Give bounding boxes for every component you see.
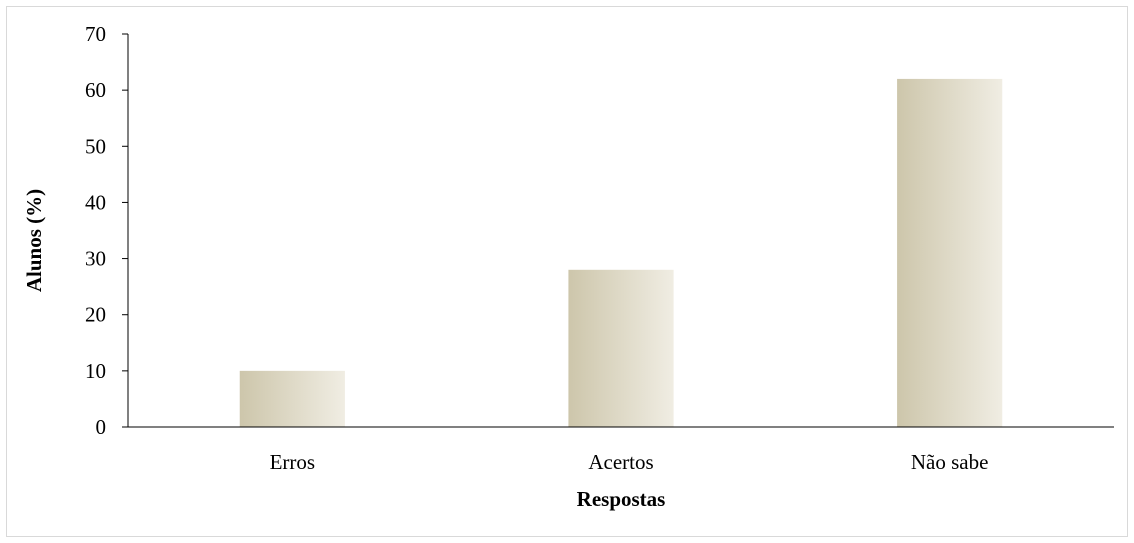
x-tick-label: Não sabe (911, 450, 989, 474)
y-tick-label: 30 (85, 247, 106, 271)
bar-n-o-sabe (897, 78, 1003, 428)
y-tick-label: 20 (85, 303, 106, 327)
x-tick-label: Acertos (588, 450, 653, 474)
y-tick-label: 50 (85, 134, 106, 158)
y-tick-label: 10 (85, 359, 106, 383)
bars (239, 78, 1003, 428)
x-axis-title: Respostas (577, 487, 666, 511)
y-tick-label: 40 (85, 190, 106, 214)
y-tick-label: 0 (96, 415, 107, 439)
y-tick-label: 60 (85, 78, 106, 102)
y-axis-ticks: 0 10 20 30 40 50 60 70 (85, 22, 128, 439)
x-tick-label: Erros (270, 450, 316, 474)
bar-erros (239, 370, 345, 427)
x-axis-ticks: Erros Acertos Não sabe (270, 450, 989, 474)
y-tick-label: 70 (85, 22, 106, 46)
y-axis-title: Alunos (%) (22, 189, 46, 292)
bar-acertos (568, 269, 674, 427)
